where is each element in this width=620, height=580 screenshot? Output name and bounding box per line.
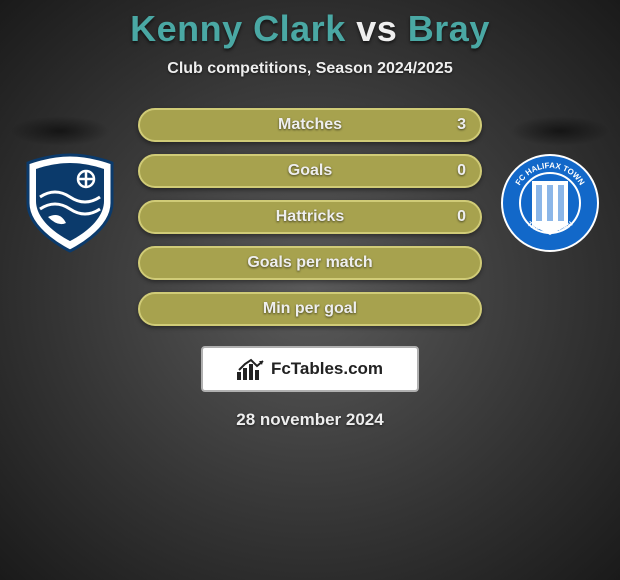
stat-row: Matches 3 <box>138 108 482 142</box>
stat-right-value: 3 <box>457 116 466 134</box>
vs-label: vs <box>356 8 397 49</box>
stat-rows: Matches 3 Goals 0 Hattricks 0 Goals per match M… <box>138 108 482 338</box>
stat-row: Hattricks 0 <box>138 200 482 234</box>
player2-club-crest: FC HALIFAX TOWN THE SHAYMEN <box>500 153 600 253</box>
player1-club-crest <box>20 153 120 253</box>
stat-row: Goals 0 <box>138 154 482 188</box>
branding-text: FcTables.com <box>271 359 383 379</box>
stat-right-value: 0 <box>457 208 466 226</box>
date-label: 28 november 2024 <box>0 410 620 430</box>
comparison-title: Kenny Clark vs Bray <box>0 8 620 50</box>
stat-label: Min per goal <box>263 300 357 318</box>
fctables-icon <box>237 358 265 380</box>
southend-crest-icon <box>20 153 120 253</box>
stat-label: Hattricks <box>276 208 344 226</box>
stat-label: Goals <box>288 162 332 180</box>
branding-badge: FcTables.com <box>201 346 419 392</box>
player1-shadow <box>10 116 110 146</box>
halifax-crest-icon: FC HALIFAX TOWN THE SHAYMEN <box>500 153 600 253</box>
stat-label: Matches <box>278 116 342 134</box>
player1-name: Kenny Clark <box>130 8 346 49</box>
stat-row: Goals per match <box>138 246 482 280</box>
subtitle: Club competitions, Season 2024/2025 <box>0 60 620 78</box>
player2-shadow <box>510 116 610 146</box>
stat-row: Min per goal <box>138 292 482 326</box>
stat-right-value: 0 <box>457 162 466 180</box>
player2-name: Bray <box>408 8 490 49</box>
stat-label: Goals per match <box>247 254 372 272</box>
